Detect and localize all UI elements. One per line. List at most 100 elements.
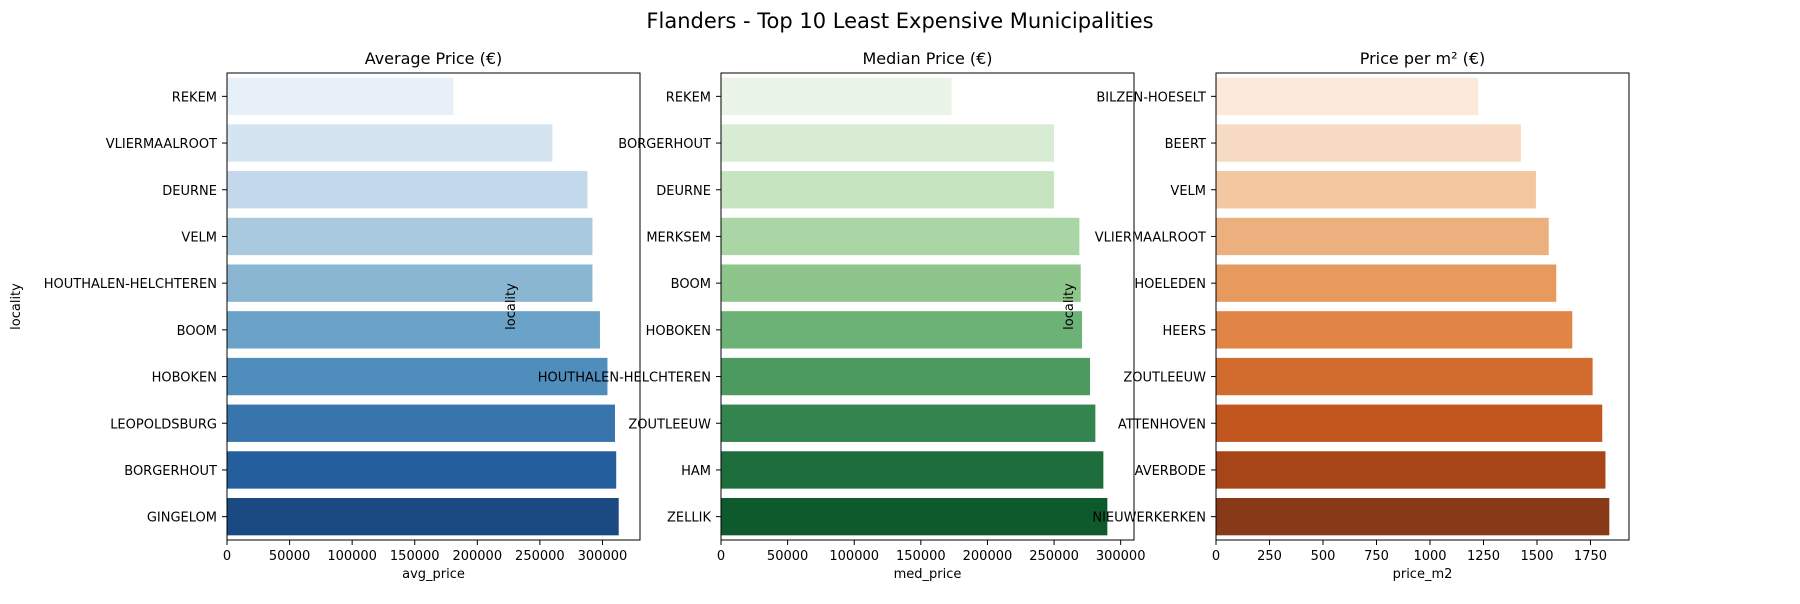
- bar: [721, 171, 1055, 209]
- panel-2: Median Price (€) REKEM BORGERHOUT DEURNE MER…: [504, 49, 1145, 582]
- category-label: BILZEN-HOESELT: [1096, 90, 1206, 105]
- category-label: VLIERMAALROOT: [1095, 230, 1206, 245]
- category-label: NIEUWERKERKEN: [1092, 511, 1206, 526]
- bar: [227, 77, 454, 116]
- bar: [227, 404, 615, 442]
- bar: [227, 311, 600, 349]
- bar: [721, 77, 952, 116]
- x-tick-label: 200000: [963, 549, 1013, 564]
- x-tick-label: 150000: [390, 549, 440, 564]
- x-tick-label: 200000: [452, 549, 502, 564]
- x-tick-label: 300000: [1096, 549, 1146, 564]
- category-label: ZOUTLEEUW: [628, 417, 711, 432]
- category-label: REKEM: [172, 90, 217, 105]
- x-tick-label: 250000: [515, 549, 565, 564]
- category-label: MERKSEM: [646, 230, 711, 245]
- x-tick-label: 1750: [1574, 549, 1607, 564]
- x-tick-label: 1250: [1467, 549, 1500, 564]
- category-label: GINGELOM: [147, 511, 217, 526]
- bar: [227, 171, 588, 209]
- figure-title: Flanders - Top 10 Least Expensive Munici…: [646, 9, 1153, 33]
- bar: [227, 217, 593, 256]
- category-label: VELM: [181, 230, 217, 245]
- bar: [227, 124, 553, 162]
- panels: Average Price (€) REKEM VLIERMAALROOT DEURN…: [9, 49, 1630, 582]
- bar: [721, 404, 1096, 442]
- category-label: DEURNE: [656, 184, 711, 199]
- x-tick-label: 1000: [1413, 549, 1446, 564]
- bar: [227, 357, 608, 396]
- x-axis-label: price_m2: [1393, 567, 1453, 582]
- category-label: LEOPOLDSBURG: [110, 417, 217, 432]
- x-tick-label: 0: [717, 549, 725, 564]
- bar: [721, 357, 1091, 396]
- bar: [721, 217, 1080, 256]
- category-label: HEERS: [1163, 324, 1207, 339]
- x-tick-label: 100000: [829, 549, 879, 564]
- category-label: HOUTHALEN-HELCHTEREN: [538, 371, 711, 386]
- x-tick-label: 750: [1364, 549, 1389, 564]
- category-label: BOOM: [671, 277, 711, 292]
- bar: [1216, 497, 1610, 536]
- category-label: BORGERHOUT: [618, 137, 711, 152]
- bar: [1216, 264, 1557, 302]
- bar: [1216, 451, 1606, 489]
- x-tick-label: 250000: [1029, 549, 1079, 564]
- bar: [1216, 311, 1573, 349]
- x-tick-label: 500: [1311, 549, 1336, 564]
- x-axis-label: med_price: [894, 567, 962, 582]
- bar: [227, 264, 593, 302]
- category-label: VLIERMAALROOT: [106, 137, 217, 152]
- x-tick-label: 0: [1212, 549, 1220, 564]
- category-label: HOUTHALEN-HELCHTEREN: [44, 277, 217, 292]
- panel-title: Median Price (€): [862, 49, 992, 68]
- bar: [721, 497, 1108, 536]
- panel-title: Price per m² (€): [1360, 49, 1486, 68]
- x-tick-label: 50000: [269, 549, 310, 564]
- axes-frame: [720, 72, 1135, 541]
- bar: [1216, 357, 1593, 396]
- category-label: HOBOKEN: [152, 371, 217, 386]
- x-tick-label: 1500: [1520, 549, 1553, 564]
- category-label: BEERT: [1165, 137, 1206, 152]
- category-label: BOOM: [177, 324, 217, 339]
- bar: [1216, 217, 1549, 256]
- x-tick-label: 150000: [896, 549, 946, 564]
- panel-3: Price per m² (€) BILZEN-HOESELT BEERT VELM V…: [1062, 49, 1630, 582]
- bar: [227, 497, 619, 536]
- category-label: ZELLIK: [667, 511, 711, 526]
- axes-frame: [226, 72, 641, 541]
- bar: [1216, 124, 1521, 162]
- bar: [721, 311, 1083, 349]
- category-label: HOELEDEN: [1134, 277, 1206, 292]
- category-label: REKEM: [666, 90, 711, 105]
- category-label: HAM: [681, 464, 711, 479]
- category-label: DEURNE: [162, 184, 217, 199]
- bar: [721, 451, 1104, 489]
- x-tick-label: 100000: [327, 549, 377, 564]
- y-axis-label: locality: [9, 283, 24, 330]
- axes-frame: [1215, 72, 1630, 541]
- bar: [1216, 171, 1536, 209]
- category-label: ATTENHOVEN: [1118, 417, 1206, 432]
- x-tick-label: 50000: [767, 549, 808, 564]
- y-axis-label: locality: [1062, 283, 1077, 330]
- y-axis-label: locality: [504, 283, 519, 330]
- bar: [721, 124, 1055, 162]
- category-label: BORGERHOUT: [124, 464, 217, 479]
- bar: [227, 451, 617, 489]
- bar: [721, 264, 1081, 302]
- category-label: VELM: [1170, 184, 1206, 199]
- bar: [1216, 404, 1603, 442]
- bar: [1216, 77, 1479, 116]
- x-tick-label: 250: [1257, 549, 1282, 564]
- panel-1: Average Price (€) REKEM VLIERMAALROOT DEURN…: [9, 49, 641, 582]
- category-label: HOBOKEN: [646, 324, 711, 339]
- category-label: AVERBODE: [1135, 464, 1206, 479]
- x-tick-label: 0: [223, 549, 231, 564]
- x-tick-label: 300000: [578, 549, 628, 564]
- x-axis-label: avg_price: [402, 567, 465, 582]
- panel-title: Average Price (€): [365, 49, 503, 68]
